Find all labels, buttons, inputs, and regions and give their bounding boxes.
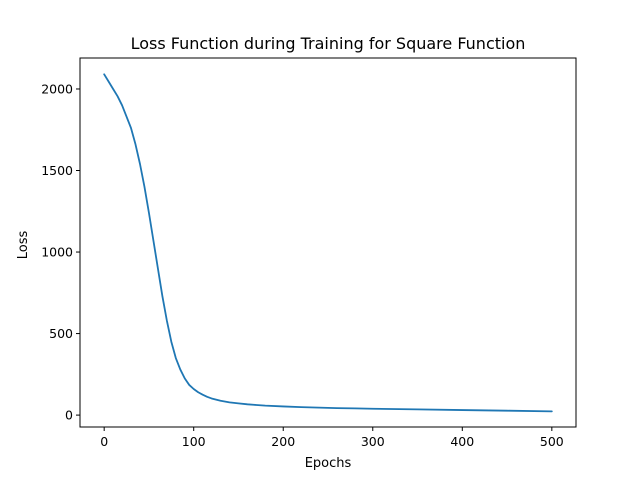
y-tick-label: 0 [65, 408, 73, 423]
chart-title: Loss Function during Training for Square… [131, 34, 526, 53]
x-tick-label: 200 [271, 434, 295, 449]
x-tick-label: 400 [450, 434, 474, 449]
series-line-0 [103, 73, 553, 413]
x-tick-label: 300 [361, 434, 385, 449]
y-tick-label: 2000 [41, 81, 73, 96]
x-axis-label: Epochs [305, 456, 352, 471]
y-axis-label: Loss [16, 231, 31, 260]
x-tick-label: 500 [540, 434, 564, 449]
axes-frame [79, 57, 577, 428]
x-tick-label: 0 [100, 434, 108, 449]
x-tick-label: 100 [182, 434, 206, 449]
x-axis: 0 100 200 300 400 500 [100, 427, 564, 449]
y-tick-label: 1000 [41, 245, 73, 260]
y-tick-label: 500 [49, 326, 73, 341]
y-tick-label: 1500 [41, 163, 73, 178]
plot-area [103, 73, 553, 413]
y-axis: 0 500 1000 1500 2000 [41, 81, 80, 423]
